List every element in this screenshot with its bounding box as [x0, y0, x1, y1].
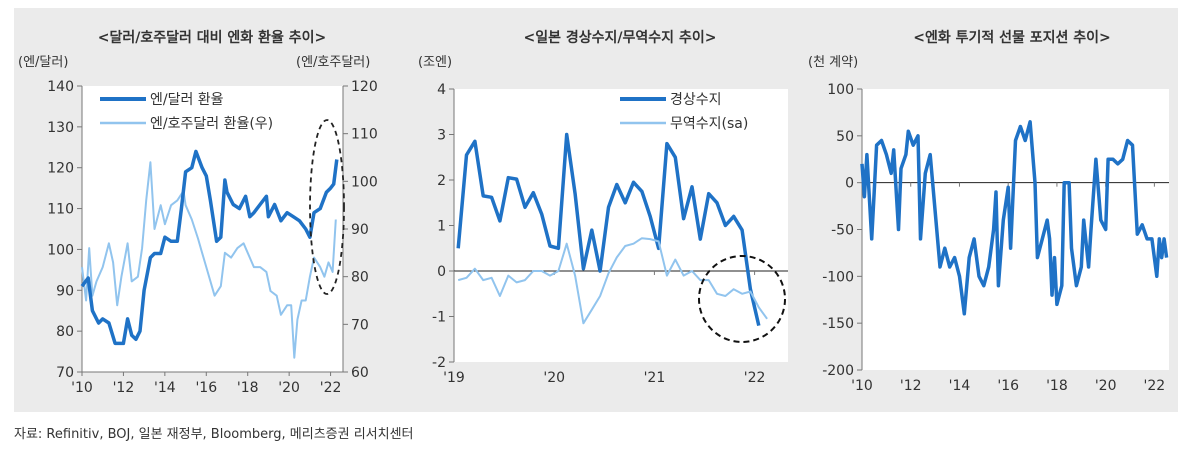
y-tick-label: 2 [437, 173, 446, 189]
x-tick-label: '21 [644, 370, 666, 386]
x-tick-label: '12 [900, 378, 922, 394]
dashed-circle-annotation [698, 255, 786, 343]
y-tick-label: 100 [47, 242, 74, 258]
y-tick-label: -2 [432, 355, 446, 371]
chart-title: <달러/호주달러 대비 엔화 환율 추이> [98, 29, 326, 46]
y-tick-label: -1 [432, 310, 446, 326]
x-tick-label: '22 [1144, 378, 1166, 394]
series-line-0 [80, 149, 339, 346]
series-line-1 [81, 161, 337, 359]
legend-label: 엔/달러 환율 [150, 92, 224, 108]
x-tick-label: '22 [744, 370, 766, 386]
x-tick-label: '12 [113, 380, 135, 396]
y-tick-label: 1 [437, 219, 446, 235]
plot-area [454, 89, 788, 362]
y-tick-label: 0 [845, 176, 854, 192]
y-tick-label: 50 [836, 129, 854, 145]
x-tick-label: '18 [237, 380, 259, 396]
y-tick-label-right: 80 [351, 270, 369, 286]
legend-label: 무역수지(sa) [670, 116, 748, 132]
y-axis-label: (천 계약) [808, 55, 858, 70]
x-tick-label: '14 [154, 380, 176, 396]
y-tick-label-right: 100 [351, 174, 378, 190]
x-tick-label: '10 [851, 378, 873, 394]
x-tick-label: '20 [1095, 378, 1117, 394]
chart-title: <일본 경상수지/무역수지 추이> [524, 29, 717, 46]
series-line-1 [457, 237, 768, 325]
x-tick-label: '20 [543, 370, 565, 386]
y-tick-label: -150 [822, 316, 854, 332]
x-tick-label: '16 [195, 380, 217, 396]
y-tick-label: 0 [437, 264, 446, 280]
x-tick-label: '22 [320, 380, 342, 396]
y-tick-label: -200 [822, 363, 854, 379]
x-tick-label: '18 [1046, 378, 1068, 394]
x-tick-label: '10 [71, 380, 93, 396]
x-tick-label: '14 [949, 378, 971, 394]
y-tick-label-right: 110 [351, 127, 378, 143]
y-tick-label: -100 [822, 269, 854, 285]
y-tick-label-right: 90 [351, 222, 369, 238]
legend-label: 엔/호주달러 환율(우) [150, 116, 273, 132]
y-tick-label: 120 [47, 161, 74, 177]
y-tick-label: 70 [56, 365, 74, 381]
y-axis-label: (조엔) [418, 55, 452, 70]
y-tick-label: 110 [47, 202, 74, 218]
y-tick-label: 100 [827, 82, 854, 98]
chart-title: <엔화 투기적 선물 포지션 추이> [913, 29, 1111, 46]
y-axis-label-right: (엔/호주달러) [296, 55, 370, 70]
series-line-0 [456, 132, 761, 326]
series-line-0 [860, 120, 1169, 316]
x-tick-label: '19 [443, 370, 465, 386]
y-tick-label-right: 60 [351, 365, 369, 381]
y-tick-label: 90 [56, 283, 74, 299]
y-tick-label: 3 [437, 128, 446, 144]
y-axis-label: (엔/달러) [18, 55, 68, 70]
x-tick-label: '16 [997, 378, 1019, 394]
y-tick-label: 80 [56, 324, 74, 340]
y-tick-label: 140 [47, 79, 74, 95]
x-tick-label: '20 [278, 380, 300, 396]
source-note: 자료: Refinitiv, BOJ, 일본 재정부, Bloomberg, 메… [14, 427, 414, 442]
y-tick-label: 130 [47, 120, 74, 136]
legend-label: 경상수지 [670, 92, 722, 108]
y-tick-label: 4 [437, 82, 446, 98]
y-tick-label-right: 120 [351, 79, 378, 95]
y-tick-label-right: 70 [351, 317, 369, 333]
dashed-ellipse-annotation [309, 119, 345, 295]
y-tick-label: -50 [831, 223, 854, 239]
